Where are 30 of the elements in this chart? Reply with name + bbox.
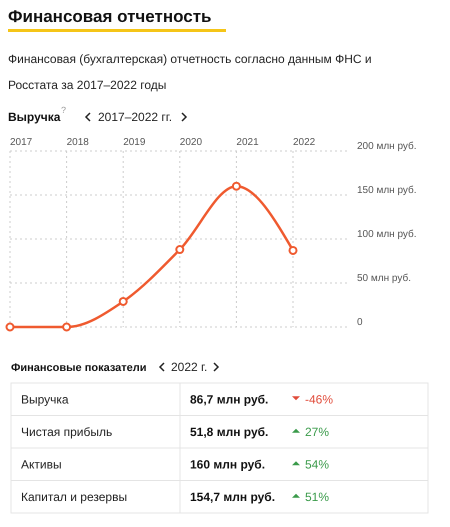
text: 2017–2022 гг. — [98, 110, 172, 124]
text: 51% — [305, 490, 330, 504]
text: ? — [61, 105, 66, 115]
text: 154,7 млн руб. — [190, 490, 276, 504]
text: Капитал и резервы — [21, 490, 128, 504]
y-tick-label: 50 млн руб. — [357, 273, 411, 284]
x-tick-label: 2022 — [293, 137, 316, 148]
text: 160 млн руб. — [190, 457, 266, 472]
x-tick-label: 2017 — [10, 137, 33, 148]
text: Активы — [21, 457, 62, 472]
text: 54% — [305, 457, 330, 472]
text: 51,8 млн руб. — [190, 424, 268, 439]
x-tick-label: 2020 — [180, 137, 202, 148]
text: 27% — [305, 424, 330, 439]
y-tick-label: 200 млн руб. — [357, 141, 417, 152]
text: Финансовые показатели — [11, 362, 147, 374]
y-axis-title: Выручка — [8, 110, 61, 124]
chart-title: Финансовая отчетность — [8, 7, 212, 26]
chart-subtitle: Финансовая (бухгалтерская) отчетность согласно данным ФНС и Росстата за 2017–2022 годы — [8, 51, 373, 94]
text: -46% — [305, 392, 334, 406]
text: 2022 г. — [171, 360, 208, 374]
x-tick-label: 2021 — [236, 137, 260, 148]
x-tick-label: 2019 — [123, 137, 146, 148]
y-tick-label: 100 млн руб. — [357, 229, 417, 240]
y-tick-label: 0 — [357, 317, 363, 328]
text: Выручка — [21, 392, 69, 406]
y-tick-label: 150 млн руб. — [357, 185, 417, 196]
text: Чистая прибыль — [21, 424, 112, 439]
x-tick-label: 2018 — [66, 137, 90, 148]
text: 86,7 млн руб. — [190, 392, 268, 406]
